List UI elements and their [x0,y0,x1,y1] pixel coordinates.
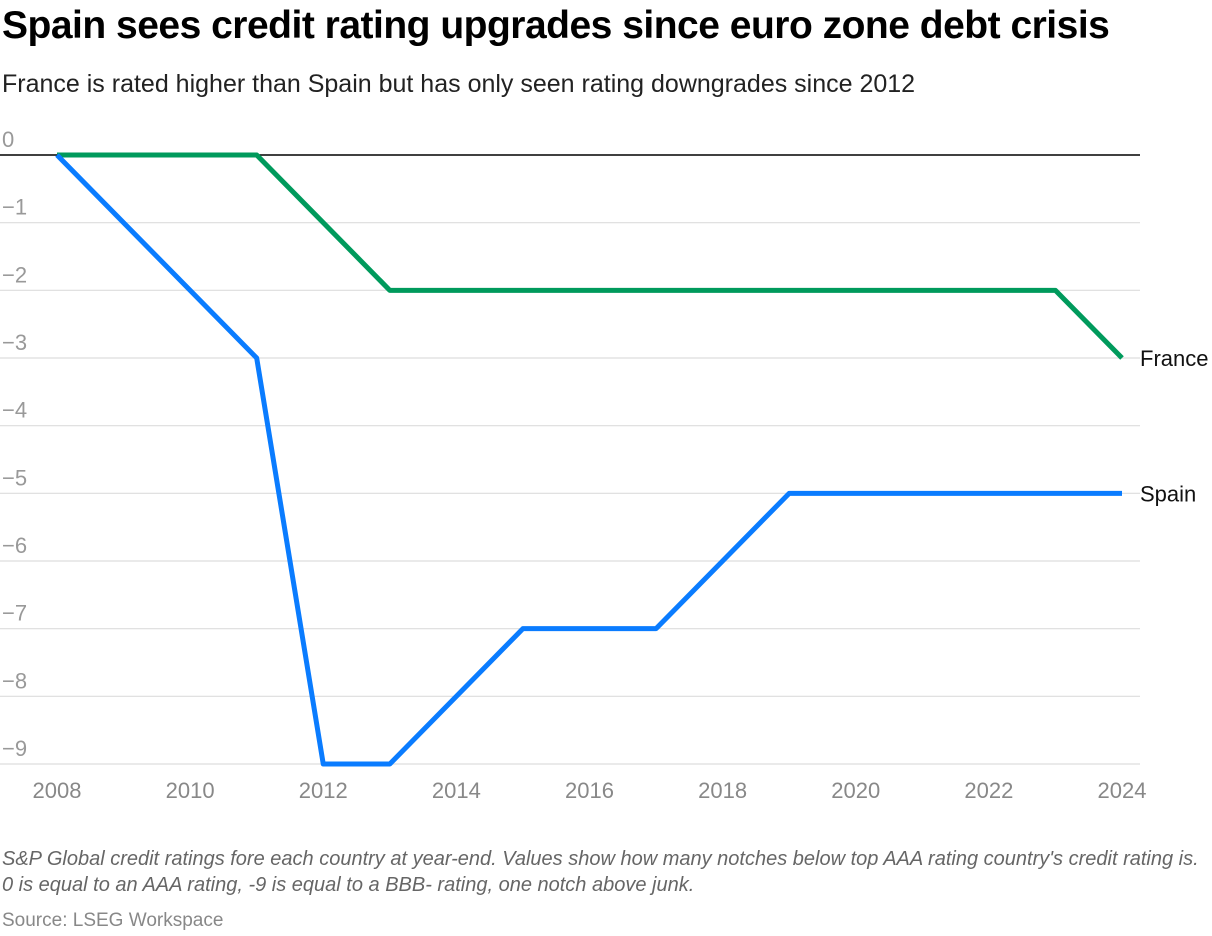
y-tick-label: −8 [2,668,27,693]
series-label-france: France [1140,346,1208,371]
chart-title: Spain sees credit rating upgrades since … [2,4,1110,47]
y-tick-label: −1 [2,195,27,220]
y-tick-label: −5 [2,465,27,490]
series-line-spain [55,153,1122,767]
source-line: Source: LSEG Workspace [2,910,224,931]
x-tick-label: 2018 [698,778,747,803]
y-tick-label: −9 [2,736,27,761]
x-tick-label: 2010 [166,778,215,803]
x-tick-label: 2024 [1098,778,1147,803]
y-tick-label: −6 [2,533,27,558]
x-tick-label: 2020 [831,778,880,803]
y-tick-label: 0 [2,127,14,152]
y-tick-label: −3 [2,330,27,355]
series-line-france [57,152,1124,360]
chart-subtitle: France is rated higher than Spain but ha… [2,70,916,98]
x-tick-label: 2012 [299,778,348,803]
chart-note: S&P Global credit ratings fore each coun… [2,848,1199,896]
x-tick-label: 2008 [33,778,82,803]
x-tick-label: 2014 [432,778,481,803]
series-label-spain: Spain [1140,481,1196,506]
y-tick-label: −2 [2,262,27,287]
x-tick-label: 2016 [565,778,614,803]
y-tick-label: −4 [2,398,27,423]
x-tick-label: 2022 [964,778,1013,803]
y-tick-label: −7 [2,601,27,626]
